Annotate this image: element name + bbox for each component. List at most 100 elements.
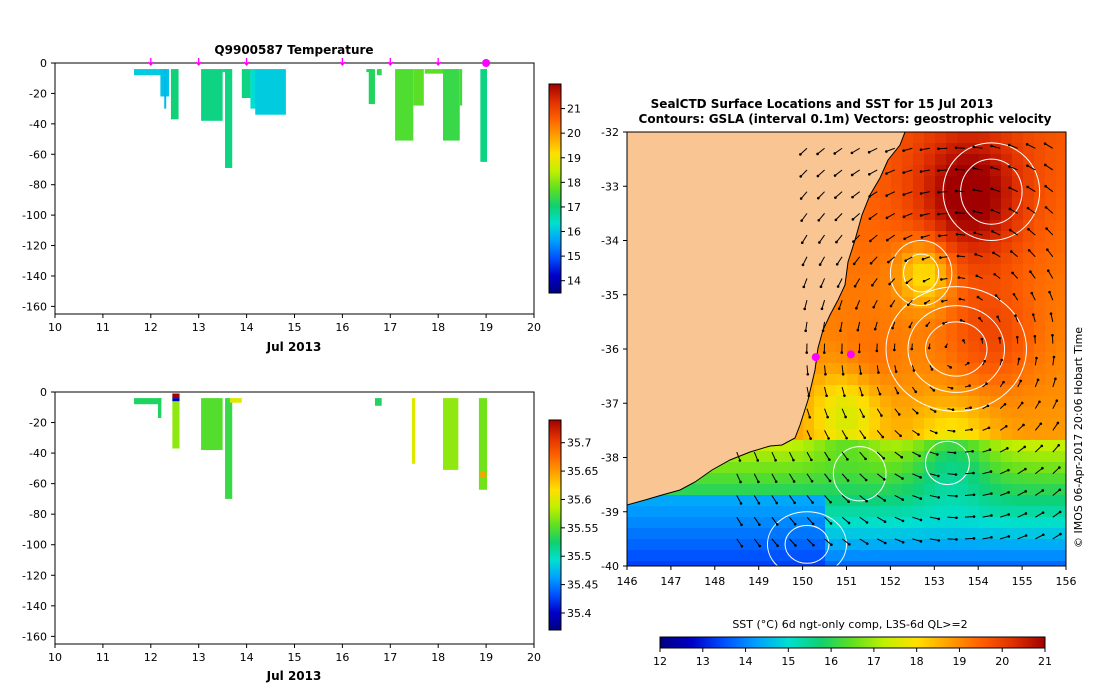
vector-head bbox=[1011, 271, 1014, 275]
sst-cell bbox=[1012, 396, 1024, 408]
velocity-vector bbox=[920, 147, 930, 151]
velocity-vector bbox=[888, 256, 896, 263]
sst-cell bbox=[814, 539, 826, 551]
sst-cell bbox=[990, 418, 1002, 430]
vector-head bbox=[868, 195, 871, 198]
sst-cell bbox=[704, 539, 716, 551]
sst-cell bbox=[990, 561, 1002, 566]
sst-cell bbox=[1023, 462, 1035, 474]
y-tick-label: -60 bbox=[29, 148, 47, 161]
sst-cell bbox=[924, 165, 936, 177]
sst-cell bbox=[1056, 341, 1066, 353]
velocity-vector bbox=[912, 451, 920, 457]
vector-head bbox=[847, 521, 851, 525]
sst-cell bbox=[891, 231, 903, 243]
vector-head bbox=[986, 404, 990, 408]
vector-head bbox=[927, 346, 931, 350]
sst-cell bbox=[847, 308, 859, 320]
sst-cell bbox=[781, 462, 793, 474]
velocity-vector bbox=[736, 473, 741, 483]
sst-cell bbox=[990, 495, 1002, 507]
velocity-vector bbox=[859, 538, 868, 545]
sst-cell bbox=[638, 561, 650, 566]
sst-colorbar-tick-label: 18 bbox=[910, 655, 924, 668]
velocity-vector bbox=[1029, 271, 1036, 279]
sst-cell bbox=[935, 319, 947, 331]
sst-cell bbox=[858, 528, 870, 540]
vector-head bbox=[932, 389, 936, 392]
sst-cell bbox=[1045, 352, 1057, 364]
gsla-contour bbox=[889, 239, 953, 307]
sst-cell bbox=[726, 539, 738, 551]
sst-cell bbox=[1034, 253, 1046, 265]
vector-head bbox=[799, 175, 803, 178]
velocity-vector bbox=[836, 234, 843, 243]
sst-cell bbox=[1023, 363, 1035, 375]
sst-cell bbox=[902, 517, 914, 529]
sst-cell bbox=[1023, 429, 1035, 441]
sst-cell bbox=[825, 319, 837, 331]
gsla-contour bbox=[885, 286, 1027, 412]
sst-cell bbox=[1001, 154, 1013, 166]
sst-cell bbox=[935, 440, 947, 452]
sst-cell bbox=[825, 506, 837, 518]
vector-head bbox=[793, 522, 797, 526]
velocity-vector bbox=[870, 256, 878, 264]
sst-cell bbox=[946, 440, 958, 452]
sst-cell bbox=[1056, 462, 1066, 474]
velocity-vector bbox=[1026, 143, 1036, 149]
sst-cell bbox=[990, 429, 1002, 441]
velocity-vector bbox=[974, 232, 983, 236]
gsla-contours bbox=[766, 142, 1041, 566]
sst-cell bbox=[1012, 352, 1024, 364]
sst-cell bbox=[825, 418, 837, 430]
velocity-vector bbox=[1017, 513, 1027, 518]
vector-head bbox=[989, 470, 993, 473]
sst-cell bbox=[935, 220, 947, 232]
sst-cell bbox=[935, 429, 947, 441]
seal-locations bbox=[811, 350, 855, 362]
sst-cell bbox=[946, 187, 958, 199]
sst-cell bbox=[880, 528, 892, 540]
sst-cell bbox=[869, 297, 881, 309]
velocity-vector bbox=[788, 451, 794, 461]
velocity-vector bbox=[859, 430, 866, 439]
velocity-vector bbox=[789, 516, 796, 525]
sst-cell bbox=[924, 462, 936, 474]
velocity-vector bbox=[736, 451, 741, 461]
sst-cell bbox=[1056, 473, 1066, 485]
sst-cell bbox=[1012, 209, 1024, 221]
sst-cell bbox=[1012, 143, 1024, 155]
sst-cell bbox=[1001, 330, 1013, 342]
vector-head bbox=[954, 168, 958, 171]
vector-head bbox=[846, 479, 850, 482]
vector-head bbox=[774, 480, 778, 483]
velocity-vector bbox=[1034, 467, 1043, 475]
sst-cell bbox=[891, 154, 903, 166]
vector-head bbox=[939, 256, 942, 259]
sst-cell bbox=[957, 517, 969, 529]
sst-cell bbox=[913, 231, 925, 243]
sst-cell bbox=[979, 341, 991, 353]
velocity-vector bbox=[853, 256, 861, 265]
sst-cell bbox=[704, 517, 716, 529]
sst-cell bbox=[1001, 209, 1013, 221]
sst-cell bbox=[957, 363, 969, 375]
gsla-contour bbox=[907, 305, 1006, 393]
sst-cell bbox=[990, 319, 1002, 331]
sst-cell bbox=[814, 385, 826, 397]
x-tick-label: 16 bbox=[335, 651, 349, 664]
sst-cell bbox=[1012, 484, 1024, 496]
vector-head bbox=[817, 218, 821, 222]
sst-cell bbox=[869, 198, 881, 210]
vector-head bbox=[841, 372, 845, 376]
velocity-vector bbox=[982, 536, 992, 540]
sst-cell bbox=[913, 132, 925, 144]
sst-cell bbox=[737, 462, 749, 474]
sst-cell bbox=[902, 462, 914, 474]
sst-cell bbox=[990, 473, 1002, 485]
sst-cell bbox=[847, 385, 859, 397]
vector-head bbox=[968, 384, 971, 387]
sst-cell bbox=[891, 330, 903, 342]
